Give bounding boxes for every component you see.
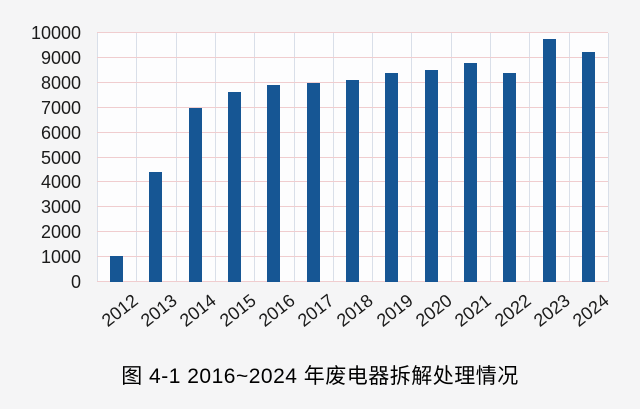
bar-2021 [463,62,477,282]
gridline-v [529,33,531,282]
y-tick-label: 3000 [40,197,81,218]
x-tick-label: 2019 [372,290,417,331]
y-tick-label: 6000 [40,122,81,143]
bar-2023 [542,39,556,282]
gridline-v [450,33,452,282]
y-tick-label: 0 [70,272,81,292]
gridline-v [175,33,177,282]
x-tick-label: 2018 [333,290,378,331]
x-tick-label: 2015 [215,290,260,331]
gridline-v [608,33,609,282]
y-tick-label: 4000 [40,172,81,193]
bar-2017 [306,82,320,282]
x-tick-label: 2021 [451,290,496,331]
x-tick-label: 2014 [176,290,220,331]
gridline-v [411,33,413,282]
bar-2013 [149,172,163,282]
gridline-h [97,56,608,58]
bar-2024 [581,51,595,282]
x-tick-label: 2022 [490,290,535,331]
gridline-v [332,33,334,282]
y-tick-label: 10000 [30,23,81,43]
plot-area [97,32,609,282]
x-tick-label: 2016 [254,290,299,331]
bar-2014 [188,107,202,282]
gridline-v [568,33,570,282]
y-tick-label: 8000 [40,72,81,93]
bar-2018 [346,80,359,282]
gridline-v [293,33,295,282]
bar-2020 [424,70,438,282]
gridline-v [490,33,492,282]
gridline-v [136,33,138,282]
x-tick-label: 2017 [294,290,338,331]
bar-2019 [385,72,399,282]
y-tick-label: 5000 [40,147,81,168]
x-tick-label: 2012 [97,290,142,331]
bar-2012 [110,255,124,282]
gridline-h [97,32,608,33]
bar-2016 [267,85,281,282]
figure-caption: 图 4-1 2016~2024 年废电器拆解处理情况 [121,365,519,388]
bar-2015 [228,91,242,282]
x-tick-label: 2020 [411,290,456,331]
x-tick-label: 2024 [569,290,614,331]
x-tick-label: 2013 [136,290,181,331]
y-tick-label: 1000 [40,247,81,268]
gridline-v [214,33,216,282]
bar-2022 [503,72,517,282]
y-tick-label: 2000 [40,222,81,243]
y-tick-label: 7000 [40,97,81,118]
gridline-v [372,33,374,282]
gridline-v [97,33,98,282]
x-tick-label: 2023 [529,290,574,331]
y-tick-label: 9000 [40,47,81,68]
gridline-v [254,33,256,282]
